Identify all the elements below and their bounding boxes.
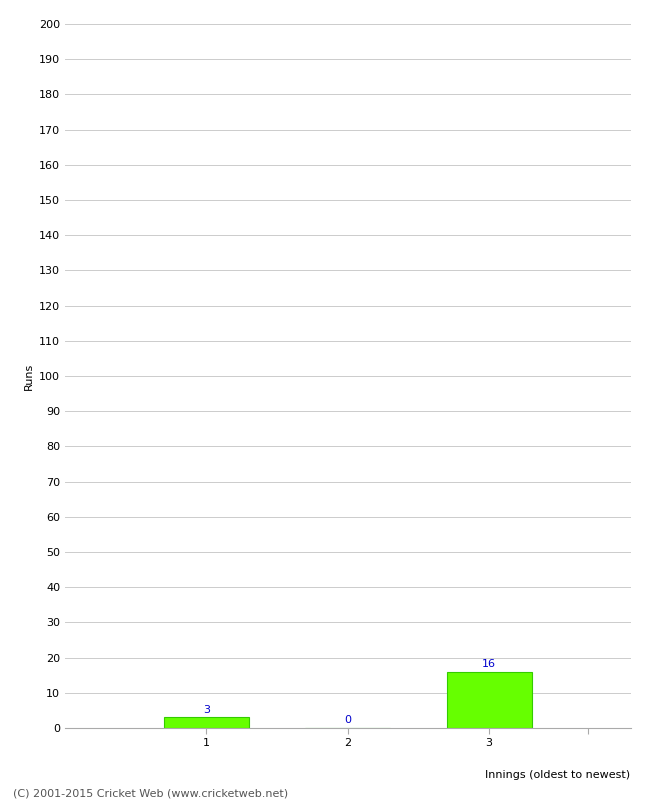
- Bar: [164, 718, 249, 728]
- Text: 3: 3: [203, 705, 210, 714]
- Text: 0: 0: [344, 715, 351, 725]
- Y-axis label: Runs: Runs: [23, 362, 33, 390]
- Text: 16: 16: [482, 659, 496, 669]
- Text: Innings (oldest to newest): Innings (oldest to newest): [486, 770, 630, 780]
- Text: (C) 2001-2015 Cricket Web (www.cricketweb.net): (C) 2001-2015 Cricket Web (www.cricketwe…: [13, 788, 288, 798]
- Bar: [447, 672, 532, 728]
